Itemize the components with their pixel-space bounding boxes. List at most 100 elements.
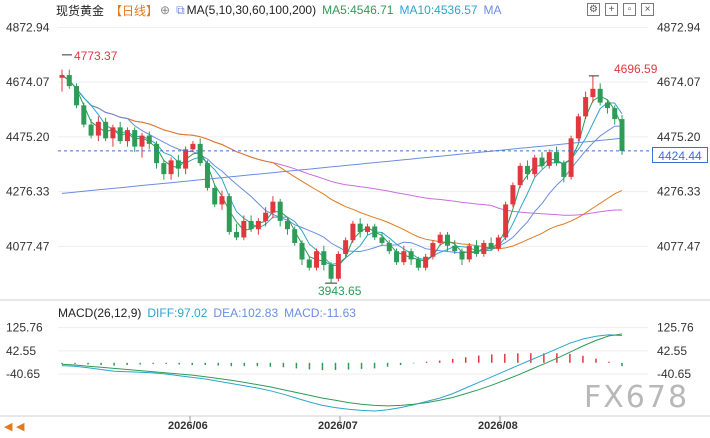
candle-body <box>154 143 160 164</box>
candle-body <box>226 196 232 232</box>
macd-tick-label-left: 42.55 <box>6 344 36 358</box>
macd-params[interactable]: MACD(26,12,9) <box>58 306 142 320</box>
candle-body <box>168 160 174 175</box>
candle-body <box>386 242 392 252</box>
macd-tick-label-left: -40.65 <box>6 367 40 381</box>
candle-body <box>343 240 349 254</box>
candle-body <box>590 88 596 98</box>
candle-body <box>263 212 269 221</box>
candle-icon: ⧉ <box>176 2 185 17</box>
ma10-line <box>61 74 623 254</box>
candle-body <box>510 185 516 205</box>
candle-body <box>190 143 196 150</box>
y-tick-label-left: 4475.20 <box>6 130 50 144</box>
candle-body <box>415 259 421 268</box>
y-tick-label-right: 4872.94 <box>657 20 701 34</box>
candle-body <box>66 75 72 87</box>
candle-body <box>74 86 80 106</box>
candle-body <box>459 251 465 260</box>
candle-body <box>306 259 312 268</box>
candle-body <box>619 119 625 152</box>
candle-body <box>575 116 581 139</box>
high-annotation: 4773.37 <box>74 49 118 63</box>
y-tick-label-left: 4872.94 <box>6 20 50 34</box>
macd-tick-label-right: 42.55 <box>657 344 687 358</box>
candle-body <box>241 220 247 238</box>
y-tick-label-left: 4276.33 <box>6 185 50 199</box>
candle-body <box>597 88 603 103</box>
macd-diff: DIFF:97.02 <box>147 306 208 320</box>
candle-body <box>568 138 574 177</box>
candle-body <box>430 242 436 257</box>
macd-tick-label-right: 125.76 <box>657 321 694 335</box>
candle-body <box>604 102 610 109</box>
current-price-label: 4424.44 <box>652 147 708 163</box>
ma-extra: MA <box>483 3 502 17</box>
candle-body <box>270 201 276 213</box>
candle-body <box>423 256 429 268</box>
candle-body <box>532 157 538 175</box>
low-annotation: 3943.65 <box>318 284 362 298</box>
candle-body <box>314 251 320 268</box>
y-tick-label-right: 4674.07 <box>657 75 701 89</box>
macd-dea: DEA:102.83 <box>213 306 279 320</box>
candle-body <box>357 223 363 232</box>
candle-body <box>161 163 167 175</box>
candle-body <box>612 108 618 120</box>
candle-body <box>124 130 130 142</box>
ma-params[interactable]: MA(5,10,30,60,100,200) <box>186 3 317 17</box>
recent-high-annotation: 4696.59 <box>614 62 658 76</box>
ma60-line <box>61 74 622 216</box>
candle-body <box>561 163 567 177</box>
close-icon[interactable]: × <box>641 3 654 16</box>
candle-body <box>474 245 480 254</box>
candle-body <box>452 245 458 252</box>
candle-body <box>204 163 210 188</box>
candle-body <box>277 201 283 221</box>
x-tick-label: 2026/08 <box>478 420 518 432</box>
candle-body <box>364 226 370 232</box>
fullscreen-icon[interactable]: ▫ <box>623 3 636 16</box>
candle-body <box>583 97 589 117</box>
x-tick-label: 2026/07 <box>318 420 358 432</box>
candle-body <box>299 242 305 260</box>
candle-body <box>539 157 545 166</box>
candle-body <box>197 143 203 164</box>
candle-body <box>437 234 443 243</box>
candle-body <box>328 264 334 279</box>
ma5-line <box>61 74 623 265</box>
candle-body <box>234 231 240 238</box>
y-tick-label-right: 4475.20 <box>657 130 701 144</box>
y-tick-label-left: 4674.07 <box>6 75 50 89</box>
candle-body <box>132 130 138 147</box>
candle-body <box>146 135 152 144</box>
period-label[interactable]: 【日线】 <box>110 3 159 18</box>
candle-body <box>110 127 116 139</box>
add-indicator-icon[interactable]: + <box>605 3 618 16</box>
candle-body <box>175 160 181 169</box>
macd-header: MACD(26,12,9) DIFF:97.02 DEA:102.83 MACD… <box>58 306 362 320</box>
candle-body <box>488 242 494 249</box>
refresh-icon[interactable]: ⊕ <box>160 3 171 17</box>
candle-body <box>59 75 65 78</box>
ma10-value: MA10:4536.57 <box>399 3 478 17</box>
candle-body <box>481 242 487 254</box>
candle-body <box>517 165 523 186</box>
candle-body <box>335 253 341 279</box>
candle-body <box>546 152 552 166</box>
candle-body <box>466 245 472 260</box>
candle-body <box>95 121 101 136</box>
ma3-line <box>61 74 623 267</box>
candle-body <box>495 237 501 249</box>
candle-body <box>117 127 123 142</box>
watermark-logo: FX678 <box>584 380 690 415</box>
candle-body <box>292 229 298 243</box>
candle-body <box>503 204 509 238</box>
candle-body <box>372 226 378 238</box>
candle-body <box>81 105 87 125</box>
ma30-line <box>61 74 623 250</box>
chart-settings-icon[interactable]: ⚙ <box>587 3 600 16</box>
candle-body <box>103 121 109 139</box>
